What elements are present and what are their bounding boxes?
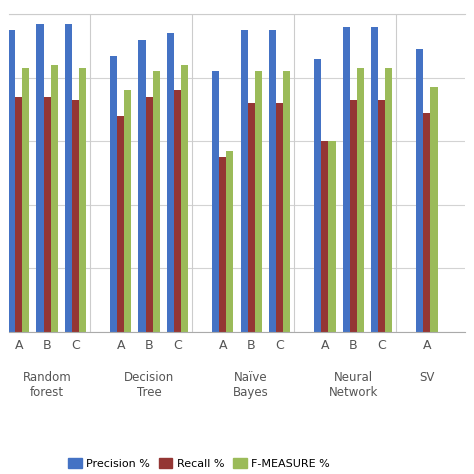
Bar: [65, 24, 72, 332]
Bar: [328, 141, 336, 332]
Bar: [430, 87, 438, 332]
Bar: [350, 100, 357, 332]
Bar: [15, 97, 22, 332]
Bar: [276, 103, 283, 332]
Bar: [51, 65, 58, 332]
Bar: [219, 157, 227, 332]
Bar: [283, 72, 290, 332]
Bar: [321, 141, 328, 332]
Bar: [181, 65, 188, 332]
Text: Neural
Network: Neural Network: [328, 371, 378, 399]
Bar: [110, 55, 117, 332]
Bar: [124, 91, 131, 332]
Bar: [212, 72, 219, 332]
Text: SV: SV: [419, 371, 435, 383]
Bar: [423, 113, 430, 332]
Bar: [72, 100, 79, 332]
Bar: [314, 59, 321, 332]
Bar: [416, 49, 423, 332]
Bar: [8, 30, 15, 332]
Bar: [117, 116, 124, 332]
Bar: [138, 40, 146, 332]
Bar: [227, 151, 234, 332]
Text: Naïve
Bayes: Naïve Bayes: [233, 371, 269, 399]
Bar: [174, 91, 181, 332]
Text: Random
forest: Random forest: [23, 371, 72, 399]
Bar: [371, 27, 378, 332]
Bar: [255, 72, 262, 332]
Bar: [247, 103, 255, 332]
Bar: [167, 33, 174, 332]
Bar: [343, 27, 350, 332]
Bar: [146, 97, 153, 332]
Bar: [240, 30, 247, 332]
Bar: [357, 68, 364, 332]
Bar: [269, 30, 276, 332]
Bar: [22, 68, 29, 332]
Text: Decision
Tree: Decision Tree: [124, 371, 174, 399]
Bar: [36, 24, 44, 332]
Bar: [153, 72, 160, 332]
Bar: [79, 68, 86, 332]
Bar: [385, 68, 392, 332]
Legend: Precision %, Recall %, F-MEASURE %: Precision %, Recall %, F-MEASURE %: [64, 454, 334, 473]
Bar: [44, 97, 51, 332]
Bar: [378, 100, 385, 332]
